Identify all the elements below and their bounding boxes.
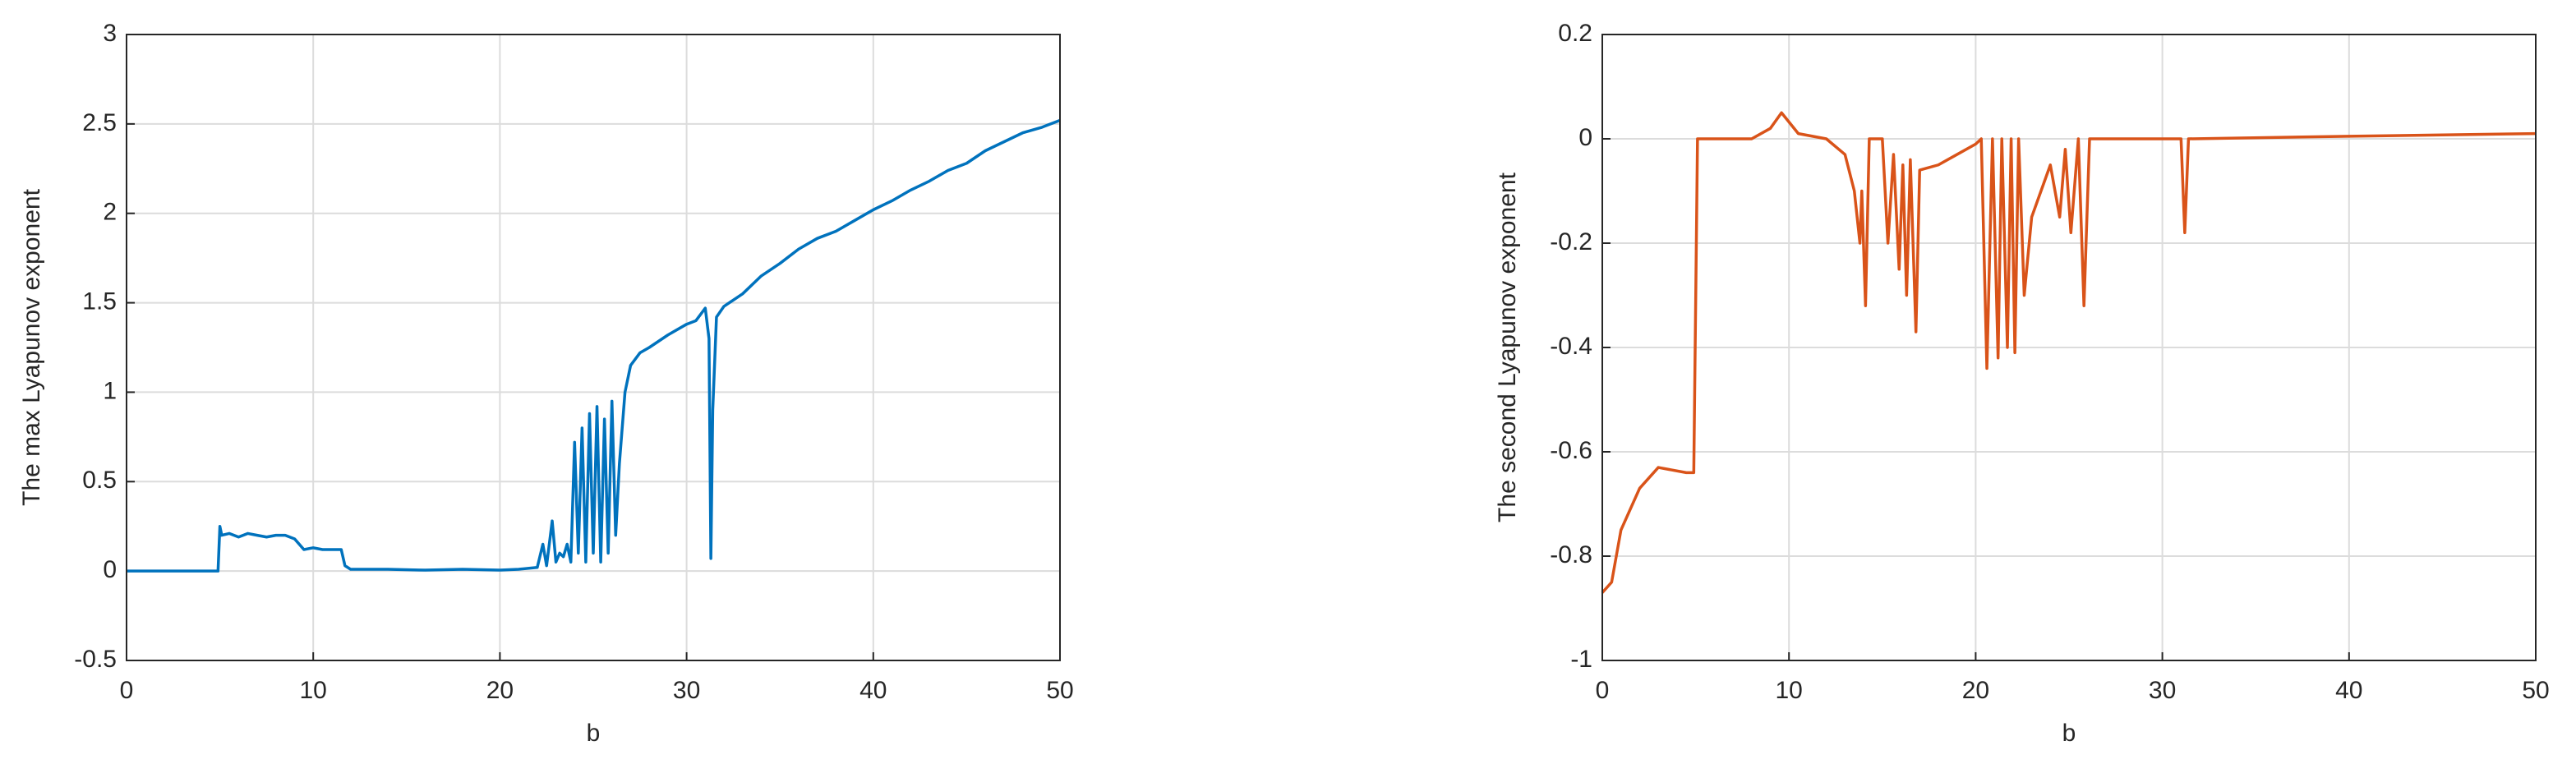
- x-tick-label: 30: [2149, 677, 2176, 704]
- y-tick-label: 2.5: [82, 109, 117, 136]
- y-tick-label: -0.4: [1550, 333, 1592, 360]
- y-tick-label: 1.5: [82, 288, 117, 315]
- x-tick-label: 50: [1046, 677, 1073, 704]
- x-tick-label: 10: [1776, 677, 1803, 704]
- x-tick-label: 20: [486, 677, 514, 704]
- x-tick-label: 0: [1596, 677, 1610, 704]
- x-tick-label: 20: [1962, 677, 1989, 704]
- y-tick-label: 1: [103, 377, 117, 404]
- plot-area: [127, 35, 1060, 660]
- x-tick-label: 0: [120, 677, 134, 704]
- x-axis-label: b: [587, 720, 601, 747]
- y-tick-label: 0.5: [82, 467, 117, 494]
- y-tick-label: -1: [1570, 646, 1592, 673]
- x-tick-label: 50: [2522, 677, 2549, 704]
- y-tick-label: -0.8: [1550, 541, 1592, 568]
- axes-box: [1601, 34, 2537, 661]
- y-tick-label: -0.6: [1550, 437, 1592, 464]
- y-axis-label: The second Lyapunov exponent: [1494, 172, 1521, 522]
- y-tick-label: 3: [103, 20, 117, 47]
- y-tick-label: -0.5: [74, 646, 117, 673]
- y-tick-label: 0: [1578, 124, 1592, 151]
- y-tick-label: -0.2: [1550, 228, 1592, 255]
- x-tick-label: 30: [673, 677, 700, 704]
- y-tick-label: 0: [103, 556, 117, 583]
- x-tick-label: 40: [859, 677, 887, 704]
- data-line: [127, 118, 1061, 573]
- x-tick-label: 10: [300, 677, 327, 704]
- y-axis-label: The max Lyapunov exponent: [18, 188, 45, 505]
- x-axis-label: b: [2062, 720, 2076, 747]
- data-line: [1601, 111, 2537, 594]
- axes-box: [126, 34, 1061, 661]
- y-tick-label: 2: [103, 199, 117, 226]
- x-tick-label: 40: [2335, 677, 2362, 704]
- y-tick-label: 0.2: [1558, 20, 1592, 47]
